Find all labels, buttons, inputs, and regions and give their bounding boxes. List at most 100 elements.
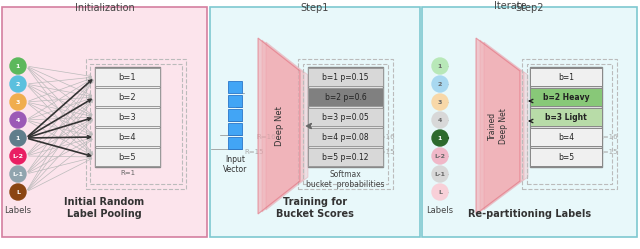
Text: R=16: R=16 — [598, 134, 618, 140]
Circle shape — [10, 94, 26, 110]
Text: 1: 1 — [16, 63, 20, 68]
Text: L: L — [438, 189, 442, 194]
Text: R=15: R=15 — [598, 149, 618, 155]
Bar — [308, 67, 383, 167]
Text: b=1: b=1 — [558, 72, 574, 81]
Bar — [422, 7, 637, 237]
Text: b=4: b=4 — [118, 132, 136, 141]
Circle shape — [10, 130, 26, 146]
Circle shape — [432, 112, 448, 128]
Text: 4: 4 — [438, 118, 442, 123]
Bar — [228, 95, 242, 107]
Text: Labels: Labels — [426, 206, 454, 215]
Text: R=16: R=16 — [257, 134, 276, 140]
Bar — [95, 67, 160, 167]
Text: R=16: R=16 — [376, 134, 395, 140]
Circle shape — [10, 112, 26, 128]
Text: b=3 Light: b=3 Light — [545, 113, 587, 122]
Text: b=3: b=3 — [118, 113, 136, 122]
Polygon shape — [484, 42, 528, 210]
Text: Softmax
bucket  probabilities: Softmax bucket probabilities — [307, 170, 385, 189]
Circle shape — [10, 166, 26, 182]
Text: R=15: R=15 — [244, 149, 264, 155]
Text: Trained
Deep Net: Trained Deep Net — [488, 108, 508, 144]
Text: Deep Net: Deep Net — [275, 106, 284, 146]
Text: 2: 2 — [438, 81, 442, 86]
Bar — [308, 68, 383, 86]
Text: b=4: b=4 — [558, 132, 574, 141]
Text: L-1: L-1 — [435, 172, 445, 177]
Text: b=5 p=0.12: b=5 p=0.12 — [323, 152, 369, 162]
Text: b=4 p=0.08: b=4 p=0.08 — [322, 132, 369, 141]
Text: L-2: L-2 — [435, 153, 445, 159]
Text: L: L — [16, 189, 20, 194]
Text: b=1 p=0.15: b=1 p=0.15 — [323, 72, 369, 81]
Text: Labels: Labels — [4, 206, 31, 215]
Bar — [86, 59, 186, 189]
Circle shape — [432, 94, 448, 110]
Text: Step1: Step1 — [301, 3, 329, 13]
Bar — [228, 123, 242, 135]
Text: Re-partitioning Labels: Re-partitioning Labels — [468, 209, 591, 219]
Polygon shape — [476, 38, 520, 214]
Text: Training for
Bucket Scores: Training for Bucket Scores — [276, 197, 354, 219]
Text: Initial Random
Label Pooling: Initial Random Label Pooling — [65, 197, 145, 219]
Bar — [530, 148, 602, 166]
Text: 1: 1 — [438, 63, 442, 68]
Bar — [530, 67, 602, 167]
Bar — [95, 108, 160, 126]
Text: Input
Vector: Input Vector — [223, 155, 247, 174]
Bar — [303, 64, 388, 184]
Bar — [95, 88, 160, 106]
Bar — [2, 7, 207, 237]
Text: p=0.65: p=0.65 — [531, 114, 554, 119]
Text: R=15: R=15 — [376, 149, 395, 155]
Bar — [308, 108, 383, 126]
Bar — [298, 59, 393, 189]
Bar — [95, 68, 160, 86]
Text: 1: 1 — [16, 135, 20, 140]
Circle shape — [10, 148, 26, 164]
Text: 4: 4 — [16, 118, 20, 123]
Bar — [90, 64, 182, 184]
Bar — [530, 128, 602, 146]
Bar — [308, 148, 383, 166]
Bar — [522, 59, 617, 189]
Circle shape — [432, 76, 448, 92]
Text: Initialization: Initialization — [75, 3, 134, 13]
Bar — [228, 81, 242, 93]
Text: 3: 3 — [438, 100, 442, 105]
Text: R=1: R=1 — [120, 170, 135, 176]
Text: 3: 3 — [16, 100, 20, 105]
Text: p=0.7: p=0.7 — [531, 94, 550, 99]
Text: b=5: b=5 — [558, 152, 574, 162]
Text: b=2 p=0.6: b=2 p=0.6 — [324, 92, 366, 102]
Polygon shape — [480, 40, 524, 212]
Circle shape — [10, 58, 26, 74]
Polygon shape — [258, 38, 300, 214]
Bar — [95, 148, 160, 166]
Text: b=1: b=1 — [118, 72, 136, 81]
Text: b=2: b=2 — [118, 92, 136, 102]
Bar — [210, 7, 420, 237]
Bar — [308, 128, 383, 146]
Text: b=5: b=5 — [118, 152, 136, 162]
Bar — [228, 109, 242, 121]
Bar — [530, 68, 602, 86]
Polygon shape — [262, 40, 304, 212]
Text: b=3 p=0.05: b=3 p=0.05 — [322, 113, 369, 122]
Bar — [95, 128, 160, 146]
Bar — [530, 108, 602, 126]
Polygon shape — [266, 42, 308, 210]
Bar — [527, 64, 612, 184]
Bar — [228, 137, 242, 149]
Circle shape — [432, 58, 448, 74]
Text: L-2: L-2 — [13, 153, 24, 159]
Text: Step2: Step2 — [515, 3, 544, 13]
Circle shape — [432, 166, 448, 182]
Bar — [308, 88, 383, 106]
Circle shape — [10, 184, 26, 200]
Bar — [530, 88, 602, 106]
Text: 2: 2 — [16, 81, 20, 86]
Circle shape — [432, 130, 448, 146]
